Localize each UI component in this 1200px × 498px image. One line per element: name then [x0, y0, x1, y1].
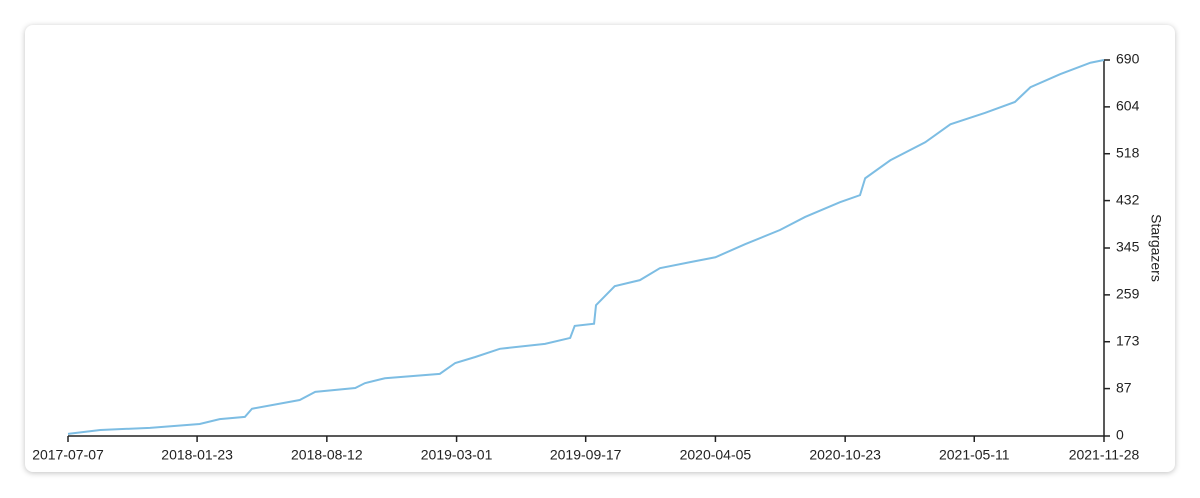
y-tick-label: 0 — [1116, 427, 1124, 443]
y-tick-label: 518 — [1116, 144, 1140, 160]
y-axis-label: Stargazers — [1148, 214, 1164, 282]
y-tick-label: 604 — [1116, 98, 1140, 114]
y-tick-label: 259 — [1116, 286, 1140, 302]
x-tick-label: 2019-03-01 — [421, 447, 493, 463]
x-tick-label: 2017-07-07 — [32, 447, 104, 463]
x-tick-label: 2018-01-23 — [161, 447, 233, 463]
y-tick-label: 87 — [1116, 379, 1132, 395]
x-tick-label: 2019-09-17 — [550, 447, 622, 463]
x-tick-label: 2021-05-11 — [939, 447, 1010, 463]
x-tick-label: 2021-11-28 — [1069, 447, 1140, 463]
x-tick-label: 2020-10-23 — [809, 447, 881, 463]
y-tick-label: 345 — [1116, 239, 1140, 255]
y-tick-label: 432 — [1116, 191, 1140, 207]
x-tick-label: 2020-04-05 — [680, 447, 752, 463]
y-tick-label: 173 — [1116, 332, 1140, 348]
series-line — [67, 59, 1105, 435]
x-tick-label: 2018-08-12 — [291, 447, 363, 463]
chart-card — [25, 25, 1175, 472]
y-tick-label: 690 — [1116, 51, 1140, 67]
